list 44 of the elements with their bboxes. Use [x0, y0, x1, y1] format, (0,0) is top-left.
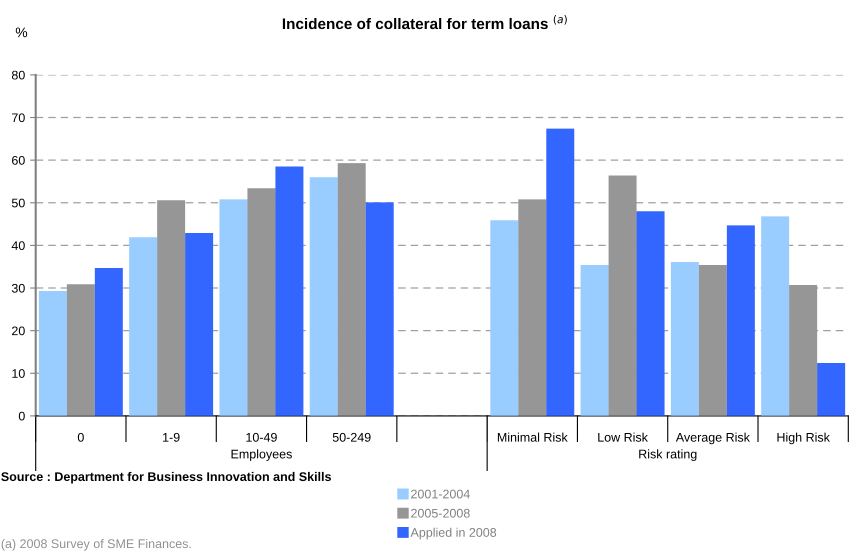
y-tick-label: 60 [12, 156, 25, 165]
y-tick-label: 80 [12, 70, 25, 80]
bar [761, 216, 790, 416]
bar [219, 199, 248, 416]
bar [636, 211, 665, 416]
x-tick-label: High Risk [777, 432, 830, 444]
chart-title: Incidence of collateral for term loans $^{(a)}$ [282, 15, 567, 30]
bar [546, 128, 574, 416]
bar [247, 188, 276, 416]
legend-label: 2005-2008 [411, 508, 470, 518]
x-tick-label: 50-249 [332, 432, 371, 442]
text: (a) 2008 Survey of SME Finances. [2, 538, 191, 551]
bar [726, 225, 755, 416]
x-tick-label: Average Risk [676, 432, 750, 444]
x-tick-label: Low Risk [598, 432, 648, 442]
legend-label: 2001-2004 [411, 490, 470, 498]
bar [38, 291, 67, 416]
y-tick-label: 70 [12, 113, 25, 122]
y-tick-label: 0 [18, 412, 25, 421]
y-tick-label: 20 [12, 326, 25, 336]
legend-label: Applied in 2008 [410, 528, 496, 540]
bar [366, 202, 394, 416]
y-tick-label: 50 [12, 198, 25, 208]
bar [817, 363, 846, 416]
bar [670, 262, 699, 416]
bar [94, 268, 123, 416]
x-tick-label: 1-9 [163, 432, 180, 442]
x-tick-label: 10-49 [246, 432, 277, 442]
y-axis-title: % [16, 27, 28, 38]
bar [310, 177, 338, 416]
bar [275, 166, 304, 416]
bar [580, 265, 609, 416]
bar [185, 233, 214, 416]
text: Employees [232, 449, 292, 461]
bar [129, 237, 158, 416]
y-tick-label: 10 [12, 369, 25, 378]
x-tick-label: Minimal Risk [498, 432, 568, 442]
source-note: Source : Department for Business Innovation and Skills [1, 472, 331, 484]
x-tick-label: 0 [78, 432, 84, 442]
text: Risk rating [639, 449, 696, 461]
bar [698, 265, 727, 416]
bar [490, 220, 518, 416]
y-tick-label: 30 [12, 284, 25, 293]
y-tick-label: 40 [12, 241, 25, 250]
